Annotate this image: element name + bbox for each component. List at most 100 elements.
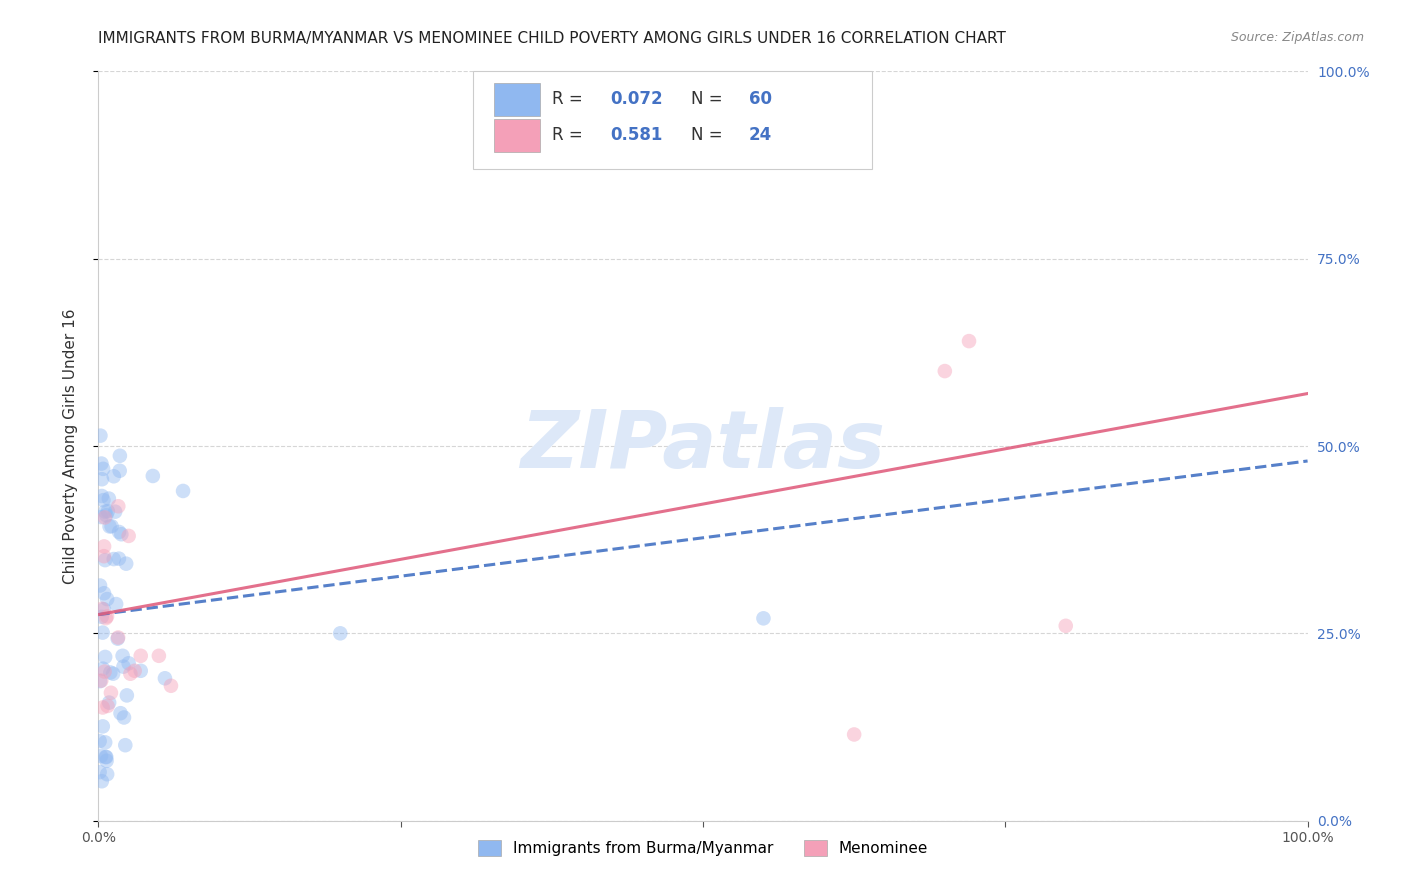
- Point: [91, 719, 114, 733]
- Point: [94, 505, 117, 519]
- Point: [96, 609, 118, 624]
- Point: [108, 551, 131, 566]
- Point: [104, 505, 127, 519]
- Point: [148, 648, 170, 663]
- Text: 0.072: 0.072: [610, 90, 662, 109]
- Point: [94, 510, 117, 524]
- Point: [93, 665, 115, 679]
- Point: [1054, 619, 1077, 633]
- Point: [91, 462, 114, 476]
- Point: [101, 666, 124, 681]
- Point: [129, 664, 152, 678]
- Point: [94, 553, 117, 567]
- Point: [107, 631, 129, 645]
- Point: [112, 710, 135, 724]
- Point: [96, 750, 118, 764]
- Point: [752, 611, 775, 625]
- Point: [98, 519, 121, 533]
- Point: [124, 664, 146, 678]
- Point: [105, 597, 128, 611]
- Point: [90, 749, 112, 764]
- Text: N =: N =: [690, 127, 728, 145]
- Point: [100, 686, 122, 700]
- Point: [129, 648, 152, 663]
- Point: [89, 428, 111, 442]
- Point: [90, 610, 112, 624]
- Point: [97, 504, 120, 518]
- Point: [91, 700, 114, 714]
- Point: [108, 464, 131, 478]
- Point: [90, 673, 112, 688]
- Text: ZIPatlas: ZIPatlas: [520, 407, 886, 485]
- Point: [849, 154, 872, 169]
- Point: [90, 457, 112, 471]
- Text: R =: R =: [551, 90, 588, 109]
- Point: [89, 674, 111, 689]
- Point: [90, 774, 112, 789]
- Point: [93, 549, 115, 564]
- FancyBboxPatch shape: [494, 83, 540, 116]
- Point: [153, 671, 176, 685]
- Point: [110, 527, 132, 541]
- Point: [115, 557, 138, 571]
- Point: [93, 493, 115, 508]
- Point: [93, 540, 115, 554]
- Point: [108, 524, 131, 539]
- Text: 0.581: 0.581: [610, 127, 662, 145]
- Text: 60: 60: [749, 90, 772, 109]
- Point: [94, 649, 117, 664]
- Legend: Immigrants from Burma/Myanmar, Menominee: Immigrants from Burma/Myanmar, Menominee: [468, 831, 938, 865]
- Point: [90, 510, 112, 524]
- Text: IMMIGRANTS FROM BURMA/MYANMAR VS MENOMINEE CHILD POVERTY AMONG GIRLS UNDER 16 CO: IMMIGRANTS FROM BURMA/MYANMAR VS MENOMIN…: [98, 31, 1007, 46]
- FancyBboxPatch shape: [494, 120, 540, 152]
- Point: [107, 500, 129, 514]
- Point: [957, 334, 980, 348]
- Point: [91, 625, 114, 640]
- Point: [114, 738, 136, 752]
- Point: [89, 578, 111, 592]
- Point: [93, 602, 115, 616]
- Point: [103, 552, 125, 566]
- Point: [142, 469, 165, 483]
- Point: [108, 449, 131, 463]
- Point: [115, 689, 138, 703]
- Point: [111, 648, 134, 663]
- Point: [118, 657, 141, 671]
- Y-axis label: Child Poverty Among Girls Under 16: Child Poverty Among Girls Under 16: [63, 309, 77, 583]
- Point: [96, 698, 118, 713]
- Point: [98, 665, 121, 680]
- Point: [107, 632, 129, 646]
- Point: [94, 611, 117, 625]
- Point: [89, 765, 111, 780]
- Point: [91, 662, 114, 676]
- Point: [98, 696, 121, 710]
- Point: [96, 767, 118, 781]
- Point: [112, 659, 135, 673]
- Point: [90, 489, 112, 503]
- Point: [844, 727, 866, 741]
- Point: [329, 626, 352, 640]
- Point: [160, 679, 183, 693]
- Text: R =: R =: [551, 127, 588, 145]
- Point: [172, 483, 194, 498]
- Point: [94, 735, 117, 749]
- Point: [90, 472, 112, 486]
- Point: [96, 592, 118, 607]
- Text: 24: 24: [749, 127, 772, 145]
- Point: [934, 364, 956, 378]
- Point: [96, 754, 118, 768]
- Point: [91, 602, 114, 616]
- Point: [97, 491, 120, 506]
- Text: N =: N =: [690, 90, 728, 109]
- Point: [118, 529, 141, 543]
- Point: [94, 750, 117, 764]
- Point: [103, 469, 125, 483]
- FancyBboxPatch shape: [474, 71, 872, 169]
- Point: [93, 586, 115, 600]
- Point: [100, 519, 122, 533]
- Point: [96, 508, 118, 523]
- Text: Source: ZipAtlas.com: Source: ZipAtlas.com: [1230, 31, 1364, 45]
- Point: [110, 706, 132, 721]
- Point: [120, 666, 142, 681]
- Point: [89, 734, 111, 748]
